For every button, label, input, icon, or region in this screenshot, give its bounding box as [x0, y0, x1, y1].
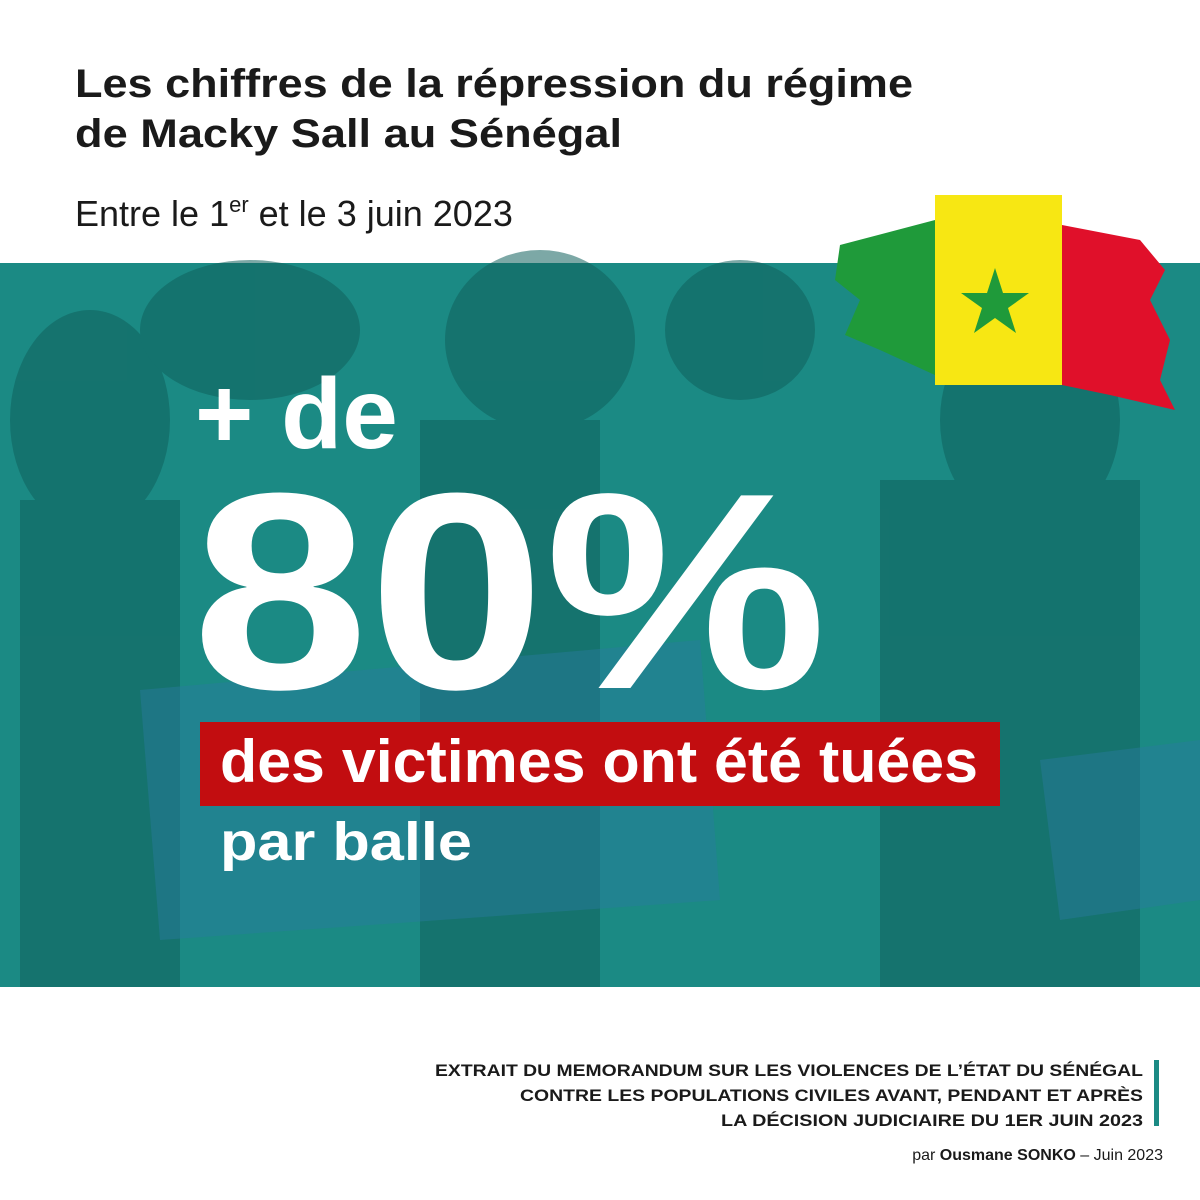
highlight-box	[200, 722, 1000, 806]
stat-rest: par balle	[220, 812, 472, 872]
byline-author: Ousmane SONKO	[940, 1147, 1076, 1164]
source-bar	[1154, 1060, 1159, 1126]
subtitle-text: et le 3 juin 2023	[249, 193, 513, 234]
subtitle: Entre le 1er et le 3 juin 2023	[75, 192, 513, 234]
stat-figure: 80%	[192, 436, 827, 748]
subtitle-sup: er	[229, 192, 249, 217]
senegal-flag	[835, 195, 1175, 410]
byline-by: par	[912, 1147, 936, 1164]
source-line: EXTRAIT DU MEMORANDUM SUR LES VIOLENCES …	[435, 1061, 1143, 1080]
byline-date: – Juin 2023	[1080, 1147, 1163, 1164]
title-line: Les chiffres de la répression du régime	[75, 62, 913, 106]
title-line: de Macky Sall au Sénégal	[75, 112, 622, 156]
stat-highlight: des victimes ont été tuées	[220, 728, 978, 795]
subtitle-text: Entre le 1	[75, 193, 229, 234]
source-line: LA DÉCISION JUDICIAIRE DU 1ER JUIN 2023	[721, 1111, 1143, 1130]
source-line: CONTRE LES POPULATIONS CIVILES AVANT, PE…	[520, 1086, 1143, 1105]
byline: par Ousmane SONKO – Juin 2023	[912, 1147, 1163, 1164]
stat-prefix: + de	[195, 358, 398, 470]
